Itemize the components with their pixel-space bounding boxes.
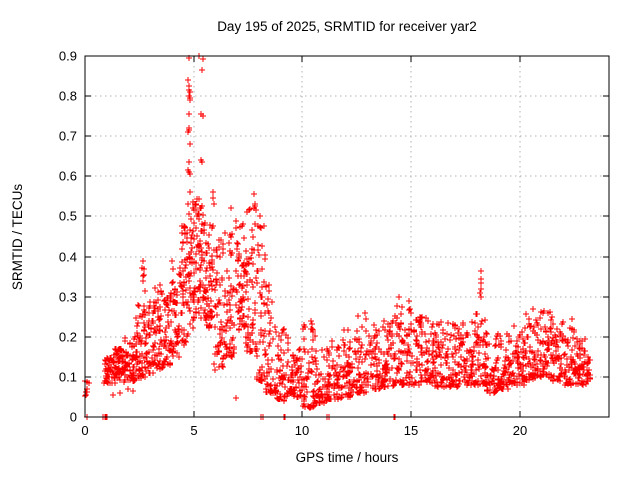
- y-tick-label: 0.7: [59, 129, 77, 144]
- y-tick-label: 0.5: [59, 209, 77, 224]
- y-tick-label: 0: [70, 410, 77, 425]
- scatter-points: [82, 53, 593, 420]
- x-tick-label: 20: [513, 423, 527, 438]
- y-tick-label: 0.4: [59, 250, 77, 265]
- x-axis-label: GPS time / hours: [295, 450, 399, 465]
- y-tick-label: 0.1: [59, 370, 77, 385]
- y-tick-label: 0.9: [59, 49, 77, 64]
- y-tick-label: 0.8: [59, 89, 77, 104]
- x-tick-label: 5: [190, 423, 197, 438]
- y-tick-label: 0.6: [59, 169, 77, 184]
- y-tick-label: 0.3: [59, 290, 77, 305]
- x-tick-label: 15: [404, 423, 418, 438]
- x-tick-label: 10: [295, 423, 309, 438]
- plot-border: [84, 55, 610, 418]
- chart-title: Day 195 of 2025, SRMTID for receiver yar…: [217, 19, 477, 34]
- y-tick-label: 0.2: [59, 330, 77, 345]
- x-tick-label: 0: [81, 423, 88, 438]
